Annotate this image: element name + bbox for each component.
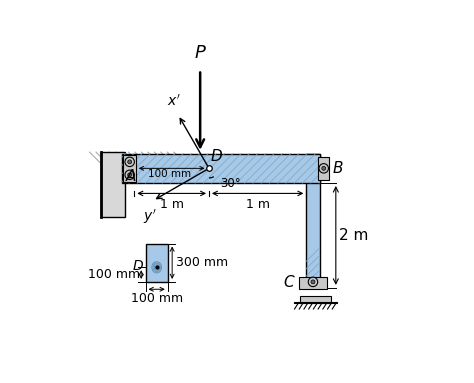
Bar bbox=[301, 296, 331, 303]
Text: 30°: 30° bbox=[220, 177, 241, 190]
Text: 100 mm: 100 mm bbox=[88, 268, 140, 281]
Text: $C$: $C$ bbox=[283, 274, 296, 290]
Circle shape bbox=[128, 160, 132, 164]
Text: $D$: $D$ bbox=[210, 148, 224, 164]
Bar bbox=[318, 157, 329, 180]
Bar bbox=[101, 152, 125, 217]
Text: 1 m: 1 m bbox=[246, 198, 270, 211]
Text: $x'$: $x'$ bbox=[167, 94, 181, 110]
Circle shape bbox=[128, 173, 132, 177]
Text: 300 mm: 300 mm bbox=[176, 256, 228, 269]
Bar bbox=[122, 154, 319, 183]
Text: $D$: $D$ bbox=[132, 259, 144, 273]
Circle shape bbox=[308, 277, 318, 286]
Circle shape bbox=[319, 164, 328, 173]
Text: $B$: $B$ bbox=[332, 160, 344, 176]
Text: 100 mm: 100 mm bbox=[148, 169, 191, 179]
Text: $y'$: $y'$ bbox=[143, 208, 157, 226]
Circle shape bbox=[311, 280, 315, 284]
Bar bbox=[299, 277, 327, 289]
Bar bbox=[146, 244, 168, 282]
Bar bbox=[124, 155, 136, 182]
Text: $A$: $A$ bbox=[125, 168, 137, 184]
Circle shape bbox=[125, 157, 135, 167]
Text: $P$: $P$ bbox=[194, 44, 207, 62]
Text: 100 mm: 100 mm bbox=[131, 292, 182, 305]
Bar bbox=[306, 154, 319, 288]
Circle shape bbox=[125, 170, 135, 180]
Circle shape bbox=[322, 166, 326, 170]
Text: 2 m: 2 m bbox=[339, 228, 369, 243]
Text: 1 m: 1 m bbox=[160, 198, 184, 211]
